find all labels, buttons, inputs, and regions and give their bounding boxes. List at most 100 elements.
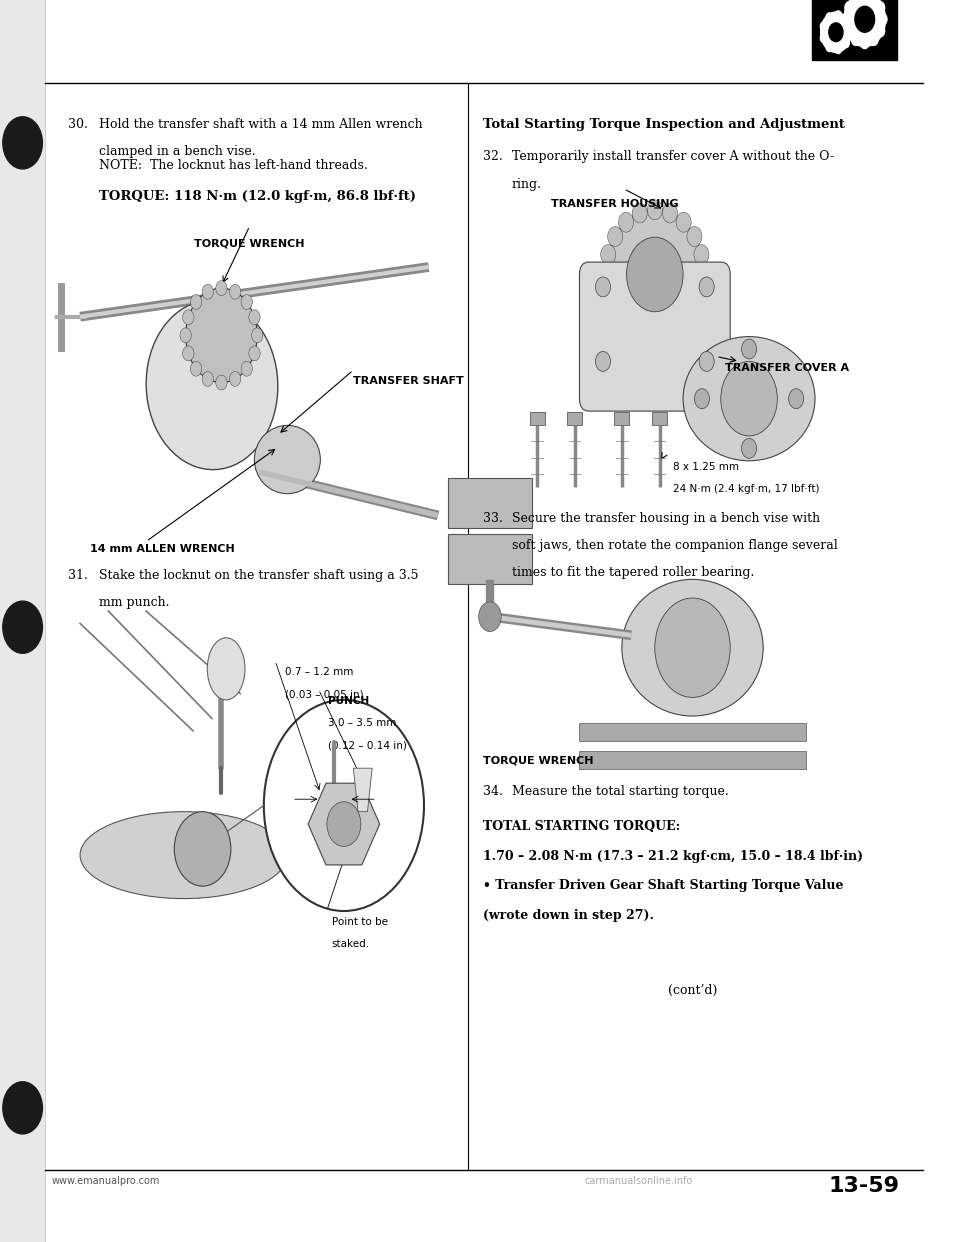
Bar	[652, 412, 667, 425]
Circle shape	[249, 309, 260, 324]
Circle shape	[826, 12, 832, 22]
Text: NOTE:  The locknut has left-hand threads.: NOTE: The locknut has left-hand threads.	[99, 159, 368, 171]
Circle shape	[696, 265, 711, 284]
Ellipse shape	[684, 337, 815, 461]
Bar	[0, 0, 45, 1242]
Circle shape	[632, 325, 647, 345]
Circle shape	[860, 0, 870, 2]
Text: PUNCH: PUNCH	[328, 696, 370, 705]
Text: Point to be: Point to be	[331, 917, 388, 927]
Circle shape	[216, 375, 228, 390]
Text: www.emanualpro.com: www.emanualpro.com	[52, 1176, 160, 1186]
Circle shape	[598, 265, 613, 284]
Text: times to fit the tapered roller bearing.: times to fit the tapered roller bearing.	[512, 566, 754, 579]
Circle shape	[855, 6, 875, 32]
Circle shape	[647, 200, 662, 220]
Circle shape	[182, 309, 194, 324]
Circle shape	[843, 17, 850, 26]
Circle shape	[647, 329, 662, 349]
Text: (cont’d): (cont’d)	[668, 984, 717, 996]
Circle shape	[618, 317, 634, 337]
FancyBboxPatch shape	[580, 262, 731, 411]
Circle shape	[662, 204, 678, 224]
Text: 33.: 33.	[483, 512, 503, 524]
Circle shape	[3, 1082, 42, 1134]
Circle shape	[699, 351, 714, 371]
Circle shape	[182, 347, 194, 361]
Text: 8 x 1.25 mm: 8 x 1.25 mm	[673, 462, 739, 472]
Circle shape	[852, 34, 860, 46]
Text: 32.: 32.	[483, 150, 503, 163]
Bar	[530, 412, 544, 425]
Text: • Transfer Driven Gear Shaft Starting Torque Value: • Transfer Driven Gear Shaft Starting To…	[483, 879, 844, 892]
Polygon shape	[580, 723, 805, 741]
Text: TORQUE WRENCH: TORQUE WRENCH	[483, 755, 594, 765]
Circle shape	[860, 36, 870, 48]
Text: 24 N·m (2.4 kgf·m, 17 lbf·ft): 24 N·m (2.4 kgf·m, 17 lbf·ft)	[673, 484, 819, 494]
Text: 3.0 – 3.5 mm: 3.0 – 3.5 mm	[328, 718, 396, 728]
Circle shape	[694, 284, 709, 304]
Circle shape	[608, 226, 623, 246]
Circle shape	[190, 361, 202, 376]
Text: 14 mm ALLEN WRENCH: 14 mm ALLEN WRENCH	[89, 544, 234, 554]
Circle shape	[835, 11, 842, 20]
Circle shape	[655, 599, 731, 697]
Circle shape	[687, 303, 702, 323]
Ellipse shape	[207, 638, 245, 699]
Circle shape	[788, 389, 804, 409]
Circle shape	[826, 42, 832, 51]
Text: (wrote down in step 27).: (wrote down in step 27).	[483, 909, 654, 922]
Bar	[447, 534, 533, 584]
Circle shape	[3, 601, 42, 653]
Circle shape	[190, 294, 202, 309]
Polygon shape	[353, 768, 372, 812]
Circle shape	[676, 317, 691, 337]
Text: 0.7 – 1.2 mm: 0.7 – 1.2 mm	[284, 667, 353, 677]
Text: TRANSFER HOUSING: TRANSFER HOUSING	[550, 199, 678, 209]
Text: Stake the locknut on the transfer shaft using a 3.5: Stake the locknut on the transfer shaft …	[99, 569, 419, 581]
Text: 13-59: 13-59	[828, 1176, 900, 1196]
Circle shape	[3, 117, 42, 169]
Circle shape	[876, 1, 884, 14]
Text: 34.: 34.	[483, 785, 503, 797]
Circle shape	[479, 601, 501, 631]
Polygon shape	[308, 784, 380, 864]
Text: TRANSFER COVER A: TRANSFER COVER A	[726, 363, 850, 373]
Circle shape	[843, 39, 850, 47]
Circle shape	[844, 0, 885, 47]
Circle shape	[828, 22, 843, 41]
Circle shape	[327, 802, 361, 847]
Circle shape	[662, 325, 678, 345]
Circle shape	[229, 284, 241, 299]
Circle shape	[699, 277, 714, 297]
Text: (0.03 – 0.05 in): (0.03 – 0.05 in)	[284, 689, 363, 699]
Circle shape	[241, 294, 252, 309]
Circle shape	[877, 14, 887, 25]
Circle shape	[595, 277, 611, 297]
Text: staked.: staked.	[331, 939, 370, 949]
Circle shape	[845, 25, 854, 37]
Circle shape	[202, 284, 213, 299]
Circle shape	[175, 812, 230, 887]
Circle shape	[835, 45, 842, 53]
Circle shape	[632, 204, 647, 224]
Circle shape	[869, 34, 878, 46]
Text: TORQUE: 118 N·m (12.0 kgf·m, 86.8 lbf·ft): TORQUE: 118 N·m (12.0 kgf·m, 86.8 lbf·ft…	[99, 190, 416, 202]
Circle shape	[869, 0, 878, 5]
Circle shape	[608, 303, 623, 323]
Circle shape	[229, 371, 241, 386]
Circle shape	[618, 212, 634, 232]
Text: 31.: 31.	[68, 569, 87, 581]
Circle shape	[694, 245, 709, 265]
Text: Secure the transfer housing in a bench vise with: Secure the transfer housing in a bench v…	[512, 512, 820, 524]
Circle shape	[216, 281, 228, 296]
Circle shape	[676, 212, 691, 232]
Text: Measure the total starting torque.: Measure the total starting torque.	[512, 785, 729, 797]
Circle shape	[741, 339, 756, 359]
Ellipse shape	[254, 425, 321, 493]
Text: 1.70 – 2.08 N·m (17.3 – 21.2 kgf·cm, 15.0 – 18.4 lbf·in): 1.70 – 2.08 N·m (17.3 – 21.2 kgf·cm, 15.…	[483, 850, 863, 862]
Text: Temporarily install transfer cover A without the O-: Temporarily install transfer cover A wit…	[512, 150, 833, 163]
Bar	[447, 478, 533, 528]
Circle shape	[741, 438, 756, 458]
Polygon shape	[580, 751, 805, 769]
